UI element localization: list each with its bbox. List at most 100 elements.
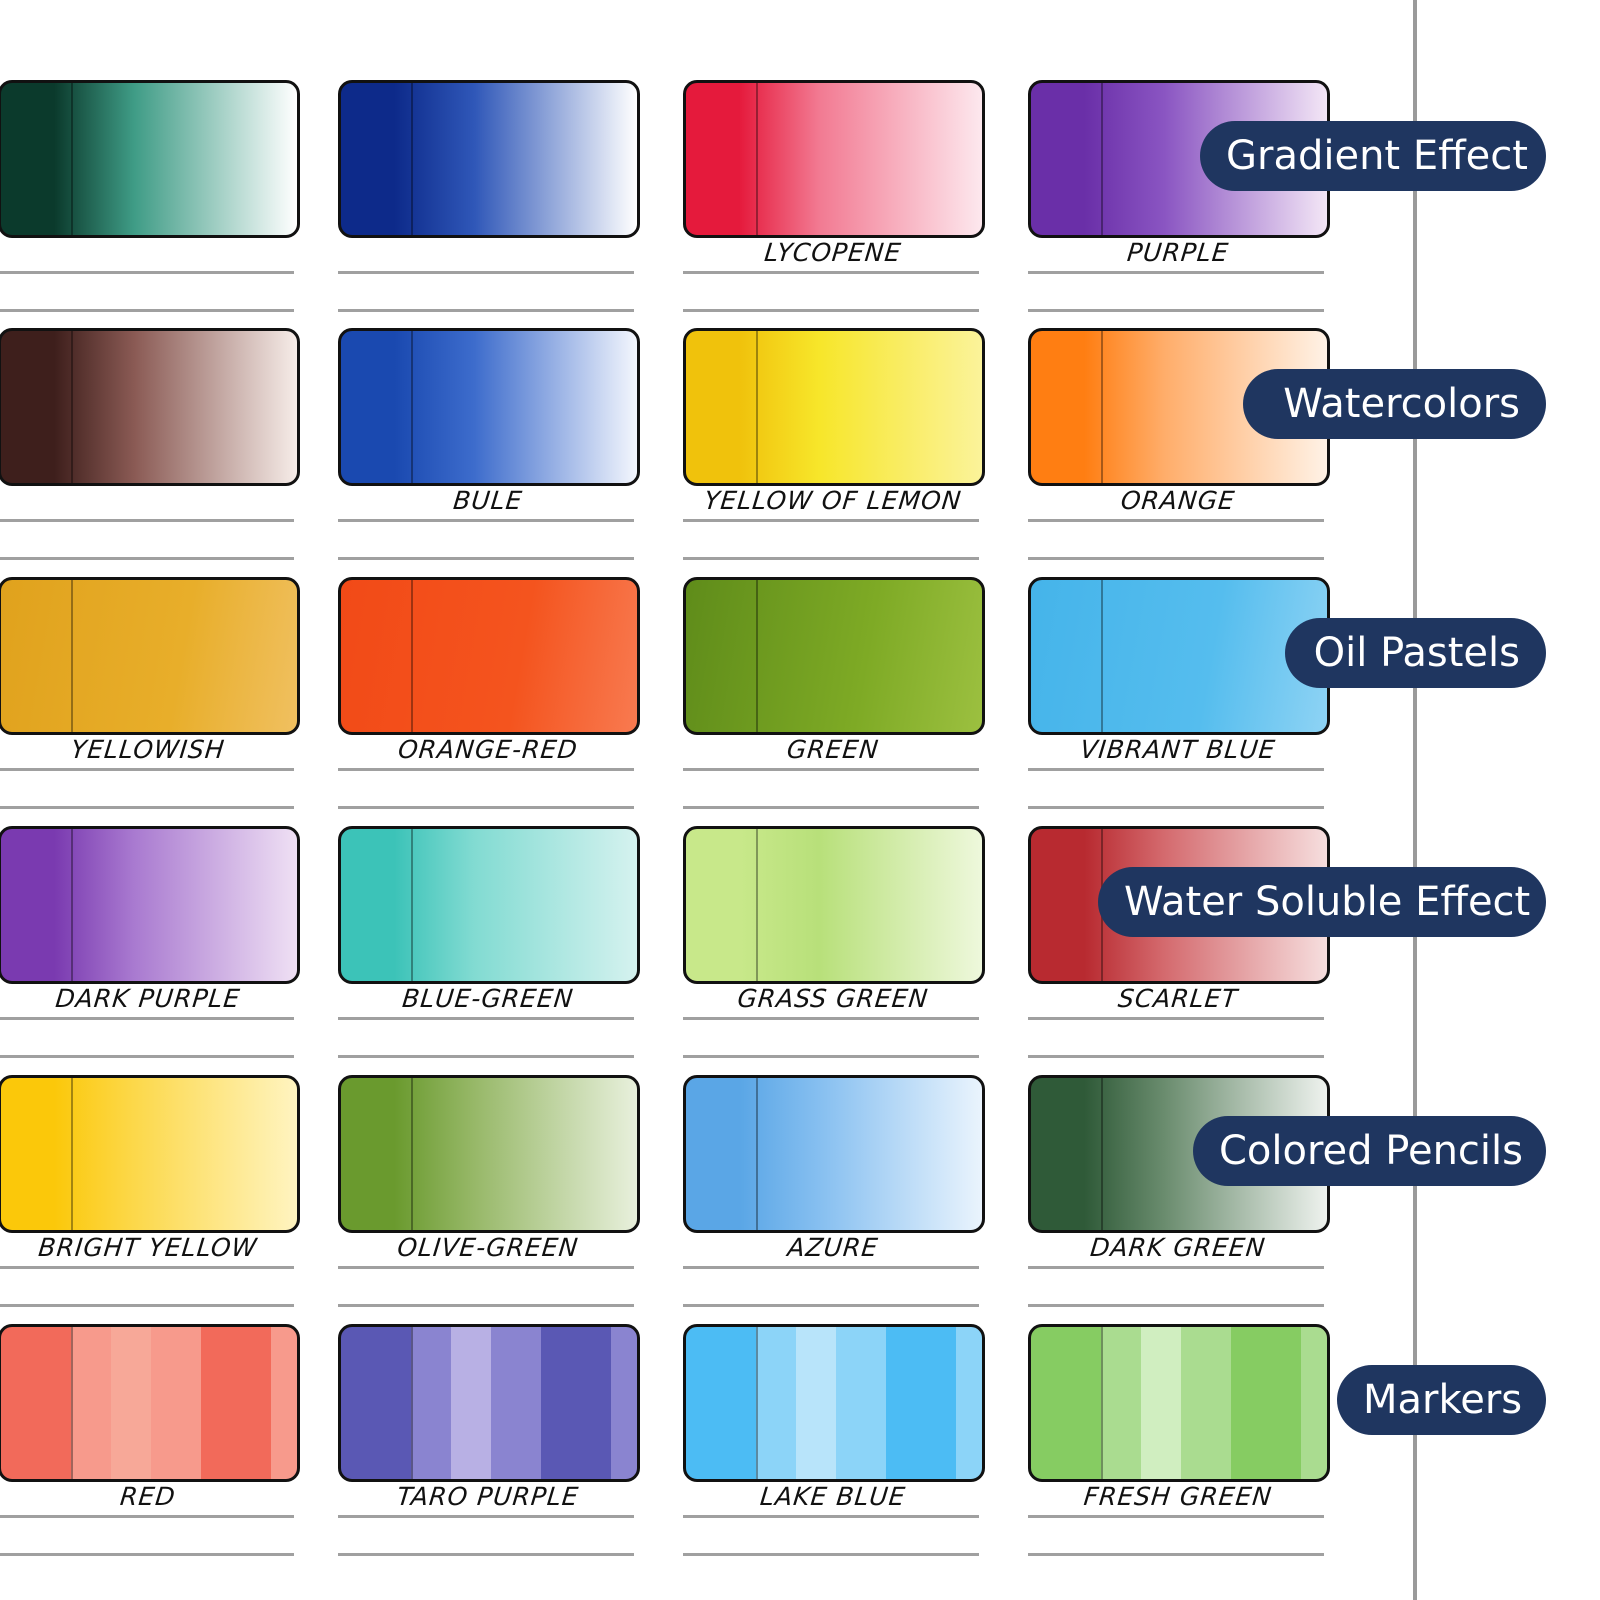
writing-line [683,1515,979,1518]
swatch-label: FRESH GREEN [1082,1482,1274,1511]
writing-line [683,519,979,522]
color-swatch-cell: RED [0,1324,300,1573]
writing-line [338,557,634,560]
writing-line [338,519,634,522]
writing-line [0,1553,294,1556]
writing-line [338,1553,634,1556]
color-swatch-cell: OLIVE-GREEN [338,1075,640,1324]
color-swatch [1028,577,1330,735]
swatch-divider [411,580,413,732]
color-swatch-cell: VIBRANT BLUE [1028,577,1330,826]
color-swatch-cell: FRESH GREEN [1028,1324,1330,1573]
swatch-label: SCARLET [1116,984,1240,1013]
color-swatch-cell: PURPLE [1028,80,1330,329]
swatch-label: BRIGHT YELLOW [37,1233,259,1262]
technique-badge: Colored Pencils [1193,1116,1546,1186]
writing-line [683,1055,979,1058]
color-swatch [683,1075,985,1233]
writing-line [338,1304,634,1307]
color-swatch [0,1075,300,1233]
swatch-divider [756,83,758,235]
writing-line [683,271,979,274]
color-swatch-cell [338,80,640,329]
writing-line [338,1017,634,1020]
color-swatch [338,1324,640,1482]
writing-line [683,557,979,560]
color-swatch-cell: YELLOW OF LEMON [683,328,985,577]
swatch-divider [71,331,73,483]
swatch-label: AZURE [786,1233,880,1262]
color-swatch [338,80,640,238]
color-swatch-cell: BRIGHT YELLOW [0,1075,300,1324]
writing-line [1028,1553,1324,1556]
color-swatch-cell: SCARLET [1028,826,1330,1075]
swatch-label: YELLOW OF LEMON [702,486,964,515]
writing-line [0,768,294,771]
swatch-divider [411,1078,413,1230]
writing-line [683,1304,979,1307]
color-swatch [1028,1324,1330,1482]
color-swatch-cell [0,328,300,577]
swatch-label: ORANGE-RED [396,735,580,764]
technique-badge: Gradient Effect [1200,121,1546,191]
color-swatch [338,577,640,735]
swatch-label: OLIVE-GREEN [396,1233,580,1262]
color-swatch-cell: AZURE [683,1075,985,1324]
writing-line [0,1055,294,1058]
writing-line [683,1553,979,1556]
swatch-divider [756,1327,758,1479]
writing-line [1028,768,1324,771]
swatch-divider [411,83,413,235]
swatch-divider [1101,1327,1103,1479]
swatch-divider [71,1078,73,1230]
writing-line [1028,1055,1324,1058]
writing-line [1028,519,1324,522]
swatch-divider [1101,580,1103,732]
swatch-label: VIBRANT BLUE [1078,735,1278,764]
writing-line [0,1017,294,1020]
writing-line [338,1266,634,1269]
swatch-divider [1101,1078,1103,1230]
swatch-label: BULE [451,486,525,515]
writing-line [1028,806,1324,809]
swatch-divider [1101,331,1103,483]
writing-line [0,1515,294,1518]
swatch-label: LYCOPENE [763,238,903,267]
color-swatch-cell: BULE [338,328,640,577]
swatch-label: BLUE-GREEN [400,984,576,1013]
writing-line [683,1266,979,1269]
writing-line [0,519,294,522]
technique-badge: Watercolors [1243,369,1546,439]
swatch-label: GRASS GREEN [736,984,930,1013]
color-swatch-cell: TARO PURPLE [338,1324,640,1573]
writing-line [338,806,634,809]
color-swatch [683,80,985,238]
swatch-divider [411,829,413,981]
writing-line [338,1055,634,1058]
color-swatch-cell: GRASS GREEN [683,826,985,1075]
color-swatch [0,80,300,238]
swatch-divider [71,1327,73,1479]
swatch-label: DARK GREEN [1088,1233,1268,1262]
color-swatch-cell: LYCOPENE [683,80,985,329]
color-swatch [0,577,300,735]
color-swatch [338,826,640,984]
color-swatch [0,328,300,486]
color-swatch-cell: YELLOWISH [0,577,300,826]
swatch-divider [756,829,758,981]
writing-line [1028,271,1324,274]
color-swatch-cell: BLUE-GREEN [338,826,640,1075]
swatch-divider [71,829,73,981]
swatch-divider [71,580,73,732]
color-swatch-cell: GREEN [683,577,985,826]
writing-line [1028,1304,1324,1307]
writing-line [1028,557,1324,560]
color-swatch-cell: ORANGE-RED [338,577,640,826]
technique-badge: Oil Pastels [1285,618,1546,688]
technique-badge: Markers [1337,1365,1546,1435]
swatch-label: LAKE BLUE [758,1482,908,1511]
writing-line [0,1304,294,1307]
divider-line [1413,0,1417,1600]
technique-badge: Water Soluble Effect [1098,867,1546,937]
swatch-divider [71,83,73,235]
